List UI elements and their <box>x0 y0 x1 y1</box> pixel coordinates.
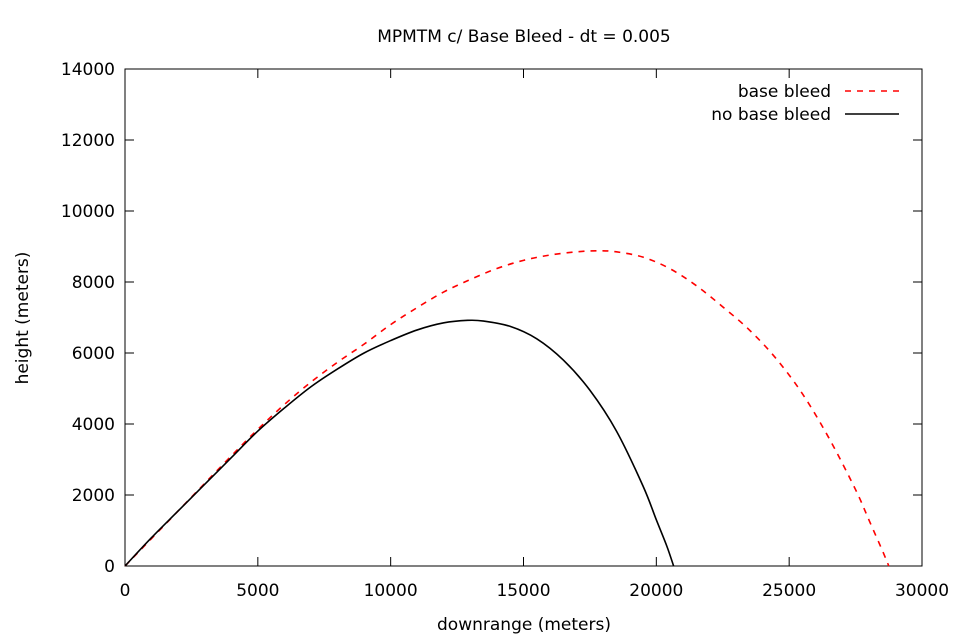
x-tick-label: 25000 <box>762 581 816 601</box>
series-line-base-bleed <box>124 249 890 567</box>
x-tick-label: 30000 <box>895 581 949 601</box>
legend-label-base-bleed: base bleed <box>738 82 831 102</box>
y-tick-label: 6000 <box>72 344 115 364</box>
y-tick-label: 8000 <box>72 273 115 293</box>
x-axis-label: downrange (meters) <box>437 615 611 635</box>
x-tick-label: 0 <box>120 581 131 601</box>
chart-title: MPMTM c/ Base Bleed - dt = 0.005 <box>377 27 671 47</box>
legend-label-no-base-bleed: no base bleed <box>711 105 831 125</box>
plot-frame <box>124 68 923 567</box>
y-tick-label: 2000 <box>72 486 115 506</box>
y-axis-label: height (meters) <box>13 252 33 385</box>
x-tick-label: 10000 <box>364 581 418 601</box>
y-tick-label: 4000 <box>72 415 115 435</box>
x-tick-label: 15000 <box>496 581 550 601</box>
series-layer <box>124 249 890 567</box>
legend: base bleed no base bleed <box>711 82 899 125</box>
plot-area: 0 5000 10000 15000 20000 25000 30000 0 2000 4000 6… <box>61 60 949 601</box>
y-tick-label: 12000 <box>61 131 115 151</box>
y-tick-label: 10000 <box>61 202 115 222</box>
y-tick-label: 14000 <box>61 60 115 80</box>
y-tick-label: 0 <box>104 557 115 577</box>
x-tick-label: 5000 <box>236 581 279 601</box>
series-line-no-base-bleed <box>124 319 675 567</box>
x-tick-label: 20000 <box>629 581 683 601</box>
